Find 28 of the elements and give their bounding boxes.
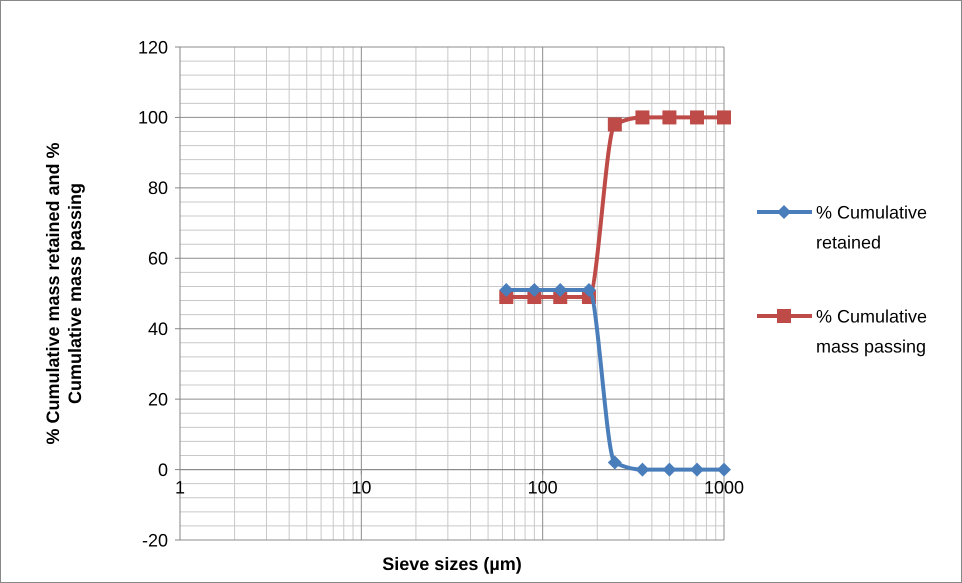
point: [635, 462, 650, 477]
point: [690, 462, 704, 477]
point: [635, 110, 650, 124]
point: [553, 282, 568, 297]
y-axis-title: % Cumulative mass retained and % Cumulative mass passing: [43, 142, 85, 445]
y-tick-label: 100: [138, 108, 168, 128]
x-tick-label: 1000: [704, 478, 744, 498]
point: [608, 117, 622, 132]
legend-label: % Cumulative retained: [816, 202, 928, 252]
x-tick-label: 1: [174, 478, 186, 498]
y-tick-label: 120: [138, 37, 168, 58]
point: [608, 456, 622, 470]
y-tick-label: 20: [148, 389, 168, 410]
point: [499, 282, 514, 297]
x-tick-label: 10: [351, 478, 372, 498]
y-tick-label: 0: [158, 460, 168, 480]
y-tick-label: 40: [148, 319, 168, 340]
point: [662, 110, 676, 124]
point: [717, 110, 731, 124]
point: [690, 110, 704, 124]
legend-label: % Cumulative mass passing: [816, 306, 928, 356]
point: [717, 462, 731, 477]
point: [662, 462, 676, 477]
x-tick-label: 100: [528, 478, 558, 498]
y-tick-label: 80: [148, 178, 168, 198]
y-tick-label: -20: [142, 530, 168, 550]
y-tick-label: 60: [148, 248, 168, 269]
x-axis-title: Sieve sizes (µm): [382, 554, 522, 574]
